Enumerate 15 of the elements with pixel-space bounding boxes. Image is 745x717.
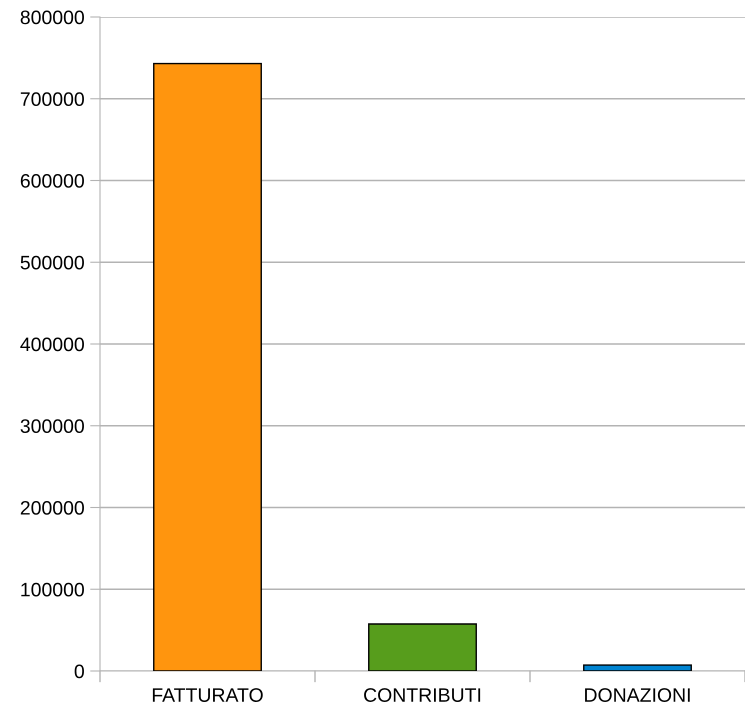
x-tick-label: CONTRIBUTI [364, 688, 480, 702]
y-tick-label: 700000 [20, 92, 84, 106]
x-tick-label: FATTURATO [152, 688, 263, 702]
y-tick-label: 0 [74, 664, 84, 678]
y-tick-label: 200000 [20, 500, 84, 515]
y-tick-label: 500000 [20, 256, 84, 270]
y-tick-label: 600000 [20, 174, 84, 188]
y-tick-label: 400000 [20, 337, 84, 352]
bar [368, 623, 477, 671]
x-tick-label: DONAZIONI [585, 688, 690, 702]
y-tick-label: 800000 [20, 10, 84, 24]
bar [583, 664, 692, 671]
y-tick-label: 100000 [21, 582, 84, 596]
y-tick-label: 300000 [20, 419, 84, 433]
bar [153, 62, 262, 671]
